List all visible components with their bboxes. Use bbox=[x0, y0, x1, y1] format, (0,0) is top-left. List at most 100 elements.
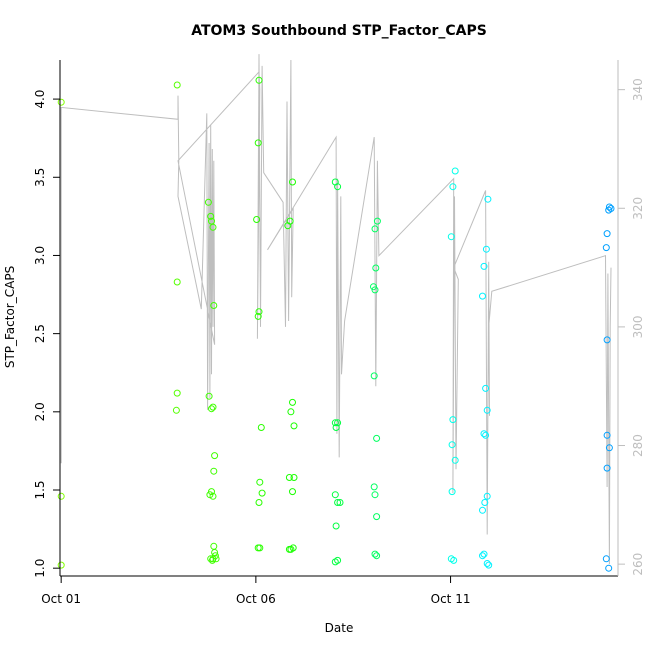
data-point bbox=[451, 456, 459, 464]
data-point bbox=[451, 167, 459, 175]
chart-title: ATOM3 Southbound STP_Factor_CAPS bbox=[191, 23, 487, 39]
data-point bbox=[479, 292, 486, 300]
x-tick-label: Oct 11 bbox=[431, 592, 471, 606]
data-point bbox=[208, 217, 215, 225]
data-point bbox=[332, 424, 340, 431]
x-tick-label: Oct 06 bbox=[236, 592, 276, 606]
x-tick-label: Oct 01 bbox=[41, 592, 81, 606]
data-point bbox=[447, 233, 455, 241]
data-point bbox=[603, 336, 611, 344]
data-point bbox=[605, 203, 613, 211]
data-point bbox=[57, 98, 65, 106]
data-point bbox=[605, 206, 613, 214]
data-point bbox=[479, 552, 486, 560]
line-series-layer bbox=[60, 54, 612, 565]
data-point bbox=[284, 222, 292, 230]
data-point bbox=[602, 244, 610, 252]
data-point bbox=[289, 544, 297, 552]
data-point bbox=[209, 492, 217, 500]
data-point bbox=[485, 561, 493, 569]
data-point bbox=[483, 492, 491, 500]
y2-tick-label: 260 bbox=[631, 553, 645, 576]
data-point bbox=[371, 491, 379, 499]
series-line bbox=[60, 54, 612, 565]
data-point bbox=[332, 522, 340, 530]
data-point bbox=[290, 474, 298, 481]
y-tick-label: 2.0 bbox=[33, 402, 47, 421]
data-point bbox=[57, 492, 65, 500]
data-point bbox=[482, 384, 490, 392]
data-point bbox=[254, 312, 262, 320]
data-point bbox=[331, 491, 339, 499]
data-point bbox=[211, 549, 219, 556]
data-point bbox=[605, 444, 613, 452]
data-point bbox=[481, 499, 489, 506]
data-point bbox=[253, 216, 261, 223]
y2-tick-label: 280 bbox=[631, 434, 645, 457]
data-point bbox=[173, 81, 181, 89]
data-point bbox=[289, 398, 296, 406]
data-point bbox=[211, 452, 219, 460]
data-point bbox=[331, 419, 339, 427]
y-tick-label: 1.0 bbox=[33, 559, 47, 578]
y-tick-label: 2.5 bbox=[33, 324, 47, 343]
data-point bbox=[254, 139, 262, 147]
data-point bbox=[373, 513, 381, 521]
data-point bbox=[289, 178, 296, 186]
data-point bbox=[371, 550, 379, 558]
data-point bbox=[370, 483, 378, 491]
data-point bbox=[448, 488, 456, 496]
data-point bbox=[336, 499, 344, 506]
data-point bbox=[285, 474, 293, 481]
data-point bbox=[483, 406, 491, 414]
data-point bbox=[334, 419, 342, 427]
data-point bbox=[484, 195, 492, 203]
data-point bbox=[603, 230, 611, 238]
data-point bbox=[208, 405, 215, 413]
data-point bbox=[334, 556, 342, 564]
data-point bbox=[255, 499, 263, 506]
data-point bbox=[482, 431, 490, 439]
data-point bbox=[483, 560, 491, 567]
data-point bbox=[205, 392, 213, 400]
data-point bbox=[370, 283, 377, 291]
y-tick-label: 3.5 bbox=[33, 168, 47, 187]
data-point bbox=[207, 212, 215, 220]
data-point bbox=[603, 464, 611, 472]
data-point bbox=[256, 478, 264, 486]
y2-tick-label: 340 bbox=[631, 78, 645, 101]
data-point bbox=[448, 441, 456, 449]
data-point bbox=[449, 183, 457, 191]
y-axis-label: STP_Factor_CAPS bbox=[3, 266, 17, 368]
points-layer bbox=[57, 76, 615, 572]
data-point bbox=[211, 552, 219, 560]
y-tick-label: 3.0 bbox=[33, 246, 47, 265]
axes-layer: 1.0 1.5 2.0 2.5 3.0 3.5 4.0 Oct 01 Oct 06 Oct 11 2… bbox=[33, 60, 645, 606]
x-axis-label: Date bbox=[325, 621, 354, 635]
data-point bbox=[207, 555, 215, 563]
data-point bbox=[602, 555, 610, 563]
data-point bbox=[603, 431, 611, 439]
y2-tick-label: 320 bbox=[631, 197, 645, 220]
data-point bbox=[480, 430, 488, 438]
data-point bbox=[172, 406, 180, 414]
data-point bbox=[210, 542, 218, 550]
data-point bbox=[482, 245, 490, 253]
data-point bbox=[450, 556, 458, 564]
data-point bbox=[258, 489, 266, 497]
data-point bbox=[212, 555, 220, 563]
data-point bbox=[479, 506, 486, 514]
data-point bbox=[173, 278, 181, 286]
data-point bbox=[289, 488, 296, 496]
data-point bbox=[173, 389, 181, 397]
data-point bbox=[257, 424, 265, 431]
data-point bbox=[208, 488, 215, 496]
data-point bbox=[371, 286, 379, 294]
data-point bbox=[210, 302, 218, 309]
data-point bbox=[370, 372, 378, 380]
y-tick-label: 4.0 bbox=[33, 90, 47, 109]
data-point bbox=[334, 499, 342, 506]
data-point bbox=[209, 223, 217, 231]
data-point bbox=[334, 183, 342, 191]
